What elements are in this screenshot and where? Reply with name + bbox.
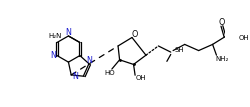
Text: SH: SH bbox=[174, 47, 184, 53]
Text: HO: HO bbox=[104, 70, 115, 76]
Text: OH: OH bbox=[136, 75, 146, 81]
Text: N: N bbox=[87, 56, 92, 65]
Text: NH₂: NH₂ bbox=[215, 56, 228, 62]
Text: N: N bbox=[50, 51, 56, 60]
Text: OH: OH bbox=[239, 35, 250, 41]
Text: O: O bbox=[219, 18, 225, 27]
Text: N: N bbox=[66, 28, 71, 37]
Text: O: O bbox=[132, 30, 138, 39]
Text: H₂N: H₂N bbox=[48, 33, 61, 39]
Text: N: N bbox=[72, 72, 78, 81]
